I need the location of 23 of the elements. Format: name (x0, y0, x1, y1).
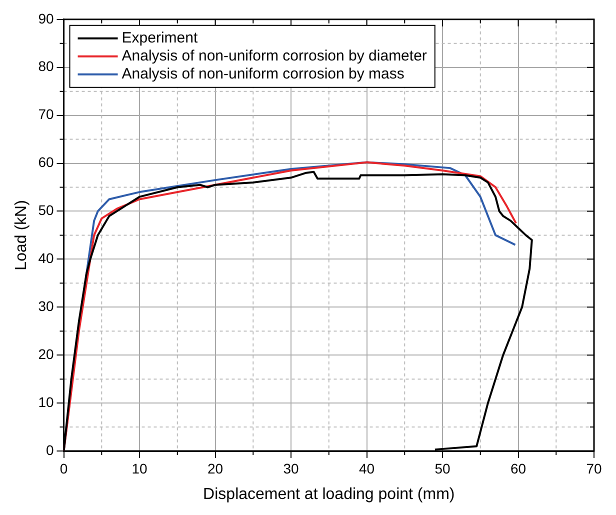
x-axis-title: Displacement at loading point (mm) (203, 486, 455, 503)
y-axis-title: Load (kN) (13, 200, 30, 270)
y-tick-label: 20 (38, 346, 54, 362)
legend-label: Analysis of non-uniform corrosion by mass (122, 66, 404, 83)
y-tick-label: 80 (38, 58, 54, 74)
x-tick-label: 40 (358, 460, 375, 476)
legend-label: Experiment (122, 30, 198, 47)
y-tick-label: 60 (38, 154, 54, 170)
y-tick-label: 70 (38, 106, 54, 122)
y-tick-label: 40 (38, 250, 54, 266)
y-tick-label: 90 (38, 10, 54, 26)
x-tick-label: 60 (510, 460, 526, 476)
x-tick-label: 0 (60, 460, 68, 476)
y-tick-label: 10 (38, 394, 54, 410)
y-tick-label: 0 (46, 442, 54, 458)
x-tick-label: 50 (434, 460, 451, 476)
y-tick-label: 30 (38, 298, 54, 314)
x-tick-label: 70 (586, 460, 602, 476)
x-tick-label: 20 (207, 460, 224, 476)
legend-label: Analysis of non-uniform corrosion by diameter (122, 48, 427, 65)
x-tick-label: 30 (283, 460, 300, 476)
y-tick-label: 50 (38, 202, 54, 218)
x-tick-label: 10 (132, 460, 148, 476)
